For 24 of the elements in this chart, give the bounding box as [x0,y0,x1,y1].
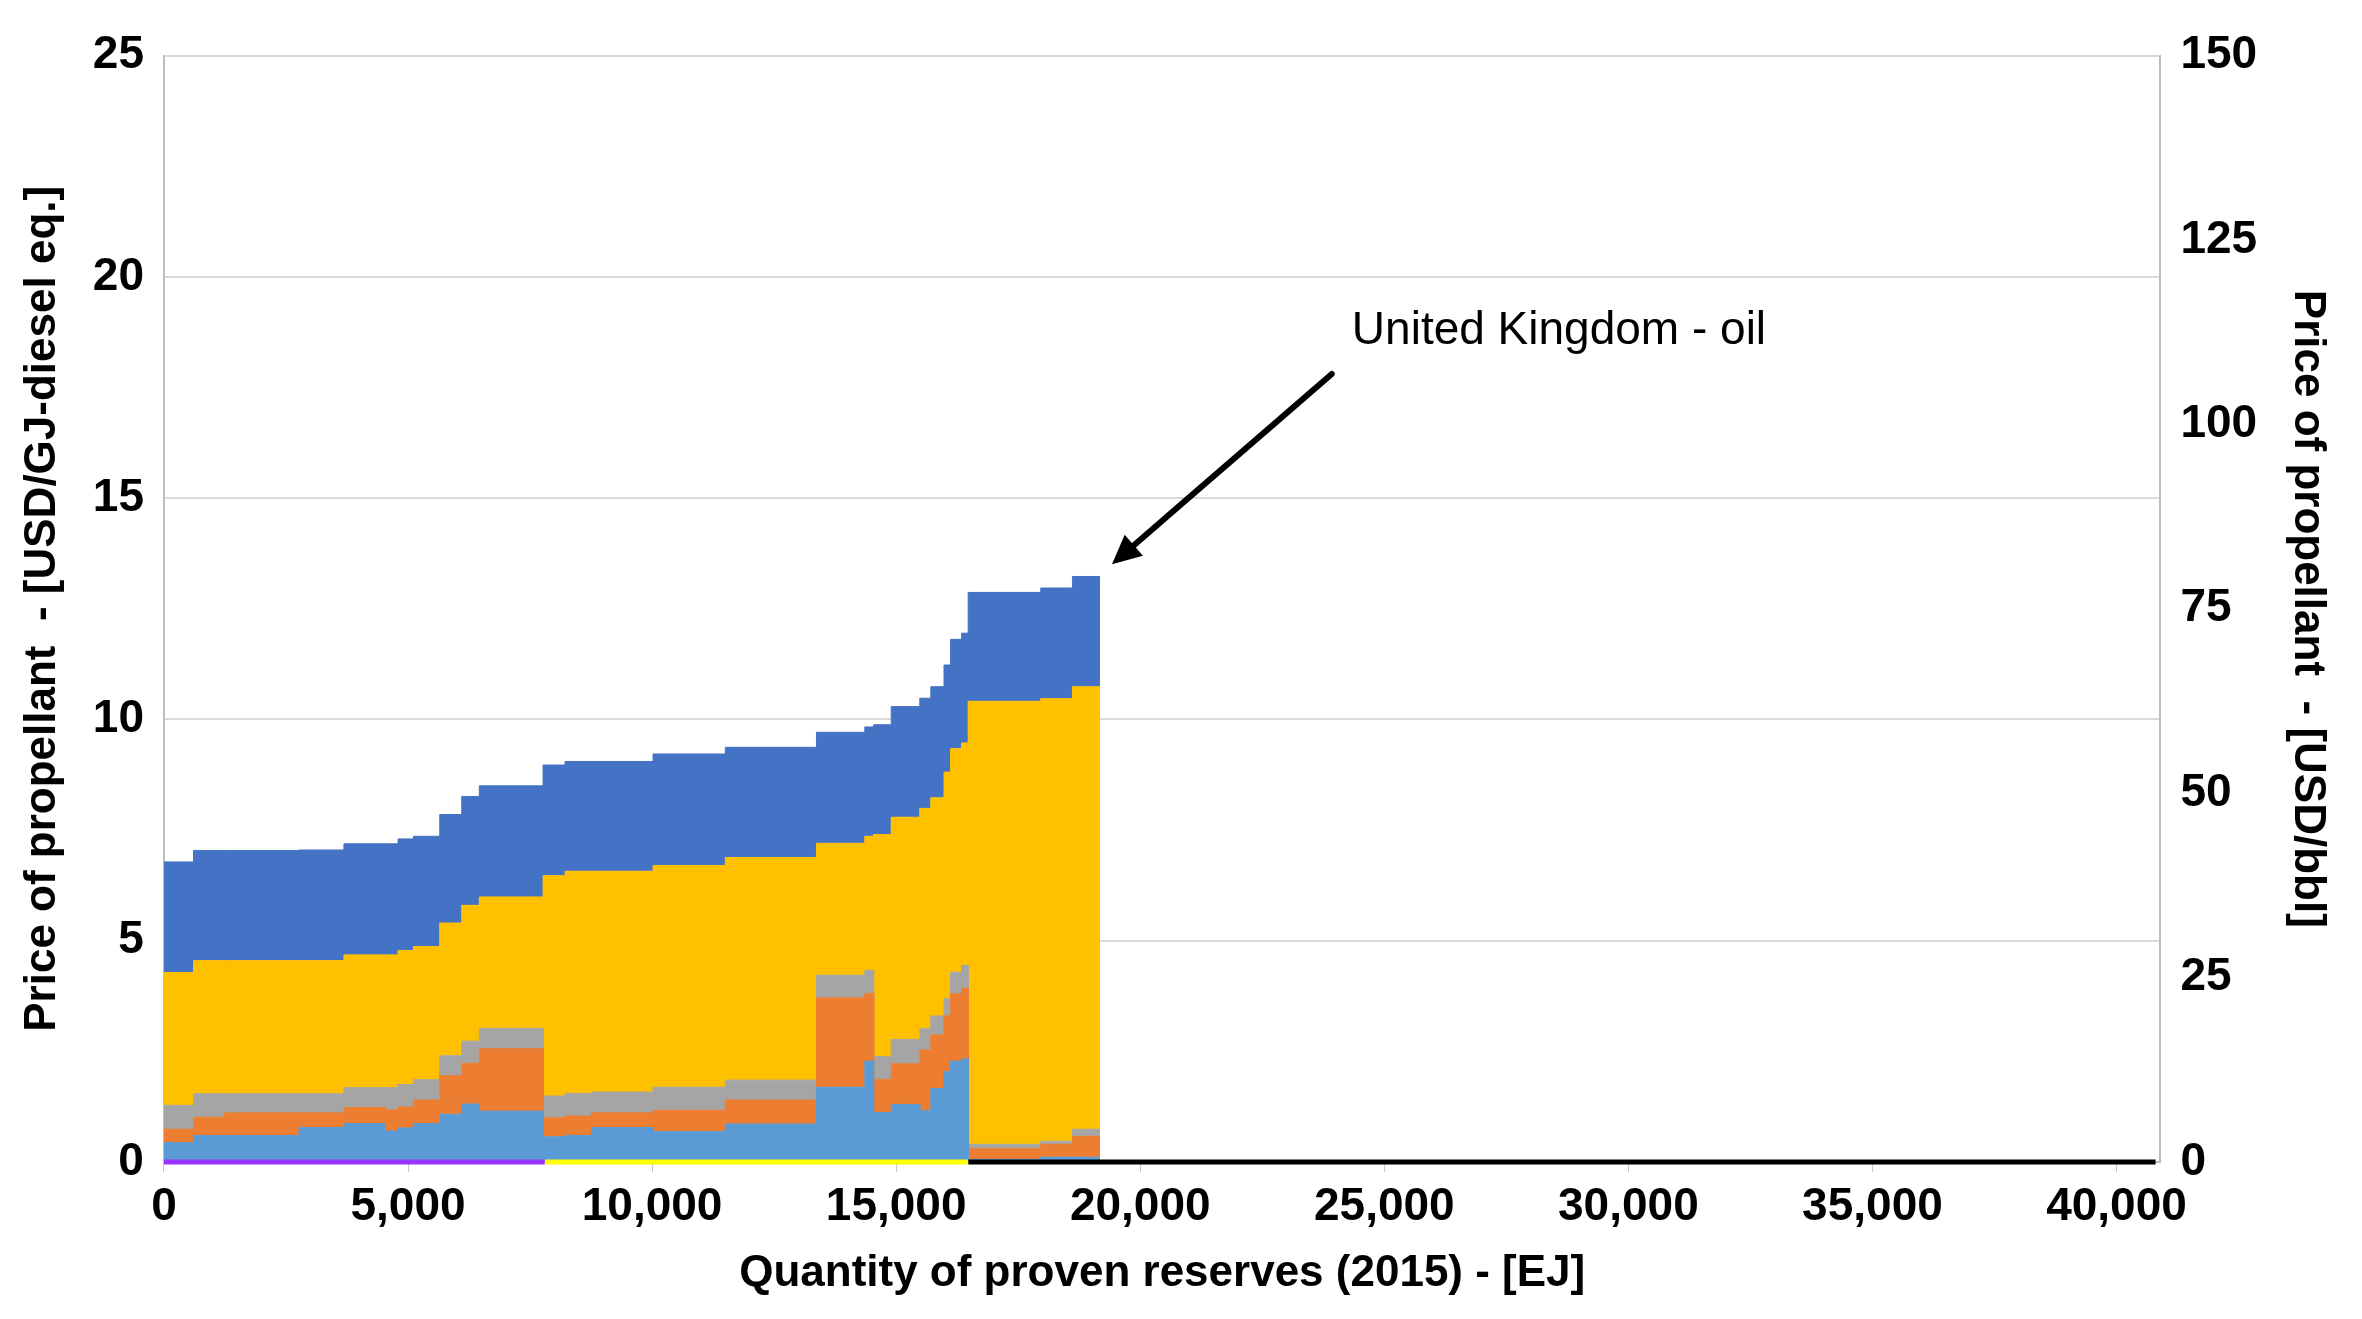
x-tick-label: 5,000 [350,1178,466,1231]
y-tick-label: 10 [92,690,144,743]
y2-tick-label: 25 [2180,948,2232,1001]
y-tick-label: 25 [92,26,144,79]
x-tick-label: 15,000 [825,1178,967,1231]
y-tick-label: 5 [118,911,144,964]
y-tick-label: 20 [92,247,144,300]
x-tick-label: 25,000 [1313,1178,1455,1231]
y-tick-label: 0 [118,1132,144,1185]
x-tick-label: 10,000 [581,1178,723,1231]
y2-axis-title: Price of propellant - [USD/bbl] [2286,289,2336,928]
y-tick-label: 15 [92,468,144,521]
y2-tick-label: 100 [2180,395,2258,448]
x-tick-label: 20,000 [1069,1178,1211,1231]
y2-tick-label: 75 [2180,579,2232,632]
y2-tick-label: 125 [2180,210,2258,263]
x-axis-title: Quantity of proven reserves (2015) - [EJ] [739,1245,1586,1295]
x-tick-label: 0 [151,1178,177,1231]
x-tick-label: 35,000 [1802,1178,1943,1231]
y2-tick-label: 50 [2180,763,2232,816]
y2-tick-label: 150 [2180,26,2258,79]
annotation: United Kingdom - oil [1351,302,1767,355]
x-tick-label: 30,000 [1558,1178,1699,1231]
y-axis-title: Price of propellant - [USD/GJ-diesel eq.] [14,185,64,1032]
